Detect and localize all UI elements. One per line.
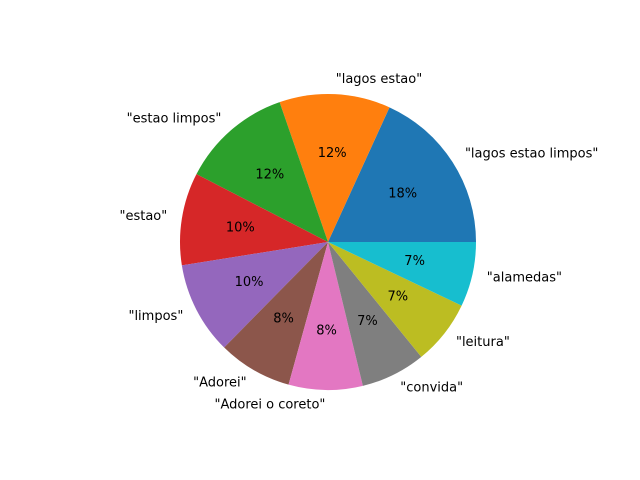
pie-percent-label-0: 18% xyxy=(388,186,417,201)
pie-percent-label-6: 8% xyxy=(316,323,337,338)
pie-percent-label-1: 12% xyxy=(318,146,347,161)
pie-category-label-5: "Adorei" xyxy=(193,375,247,390)
pie-category-label-6: "Adorei o coreto" xyxy=(214,397,325,412)
pie-percent-label-4: 10% xyxy=(235,275,264,290)
pie-slice-8 xyxy=(328,242,462,357)
pie-labels: 18% "lagos estao limpos" 12% "lagos estao" 1… xyxy=(119,72,598,412)
pie-category-label-1: "lagos estao" xyxy=(336,72,422,87)
pie-percent-label-7: 7% xyxy=(357,314,378,329)
pie-slice-7 xyxy=(328,242,422,386)
pie-category-label-7: "convida" xyxy=(400,380,463,395)
pie-percent-label-3: 10% xyxy=(226,220,255,235)
pie-percent-label-5: 8% xyxy=(273,311,294,326)
pie-category-label-0: "lagos estao limpos" xyxy=(465,146,598,161)
pie-percent-label-9: 7% xyxy=(404,254,425,269)
pie-percent-label-8: 7% xyxy=(387,289,408,304)
pie-category-label-9: "alamedas" xyxy=(487,270,562,285)
pie-slice-4 xyxy=(181,242,328,348)
pie-slice-0 xyxy=(328,107,476,243)
pie-slice-2 xyxy=(196,102,328,242)
pie-category-label-8: "leitura" xyxy=(456,335,510,350)
pie-category-label-3: "estao" xyxy=(119,209,167,224)
pie-percent-label-2: 12% xyxy=(255,167,284,182)
pie-category-label-2: "estao limpos" xyxy=(127,111,222,126)
pie-slice-9 xyxy=(328,242,476,306)
pie-slice-5 xyxy=(224,242,328,385)
pie-slice-1 xyxy=(279,93,390,242)
pie-slice-3 xyxy=(180,174,328,266)
pie-slice-6 xyxy=(288,242,363,391)
pie-category-label-4: "limpos" xyxy=(128,309,183,324)
pie-slices xyxy=(180,93,476,391)
